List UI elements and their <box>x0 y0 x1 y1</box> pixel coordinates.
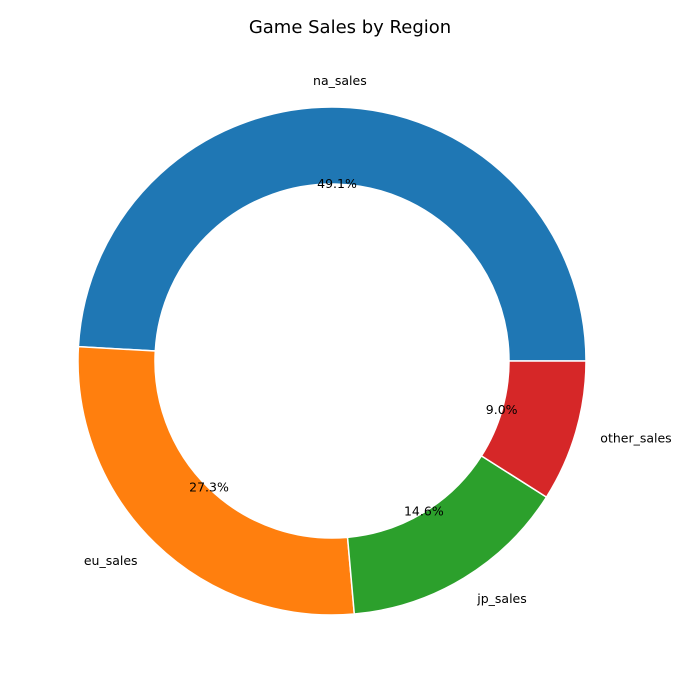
slice-label-jp-sales: jp_sales <box>476 591 527 606</box>
slice-other-sales <box>480 360 587 499</box>
chart-title: Game Sales by Region <box>248 17 452 38</box>
slice-label-other-sales: other_sales <box>600 430 671 445</box>
slice-percent-eu-sales: 27.3% <box>189 479 229 494</box>
slice-na-sales <box>77 106 587 362</box>
slice-percent-jp-sales: 14.6% <box>404 503 444 518</box>
slice-percent-other-sales: 9.0% <box>486 402 518 417</box>
slice-label-eu-sales: eu_sales <box>84 553 138 568</box>
slice-label-na-sales: na_sales <box>313 73 367 88</box>
slice-eu-sales <box>77 345 356 616</box>
slice-percent-na-sales: 49.1% <box>317 176 357 191</box>
